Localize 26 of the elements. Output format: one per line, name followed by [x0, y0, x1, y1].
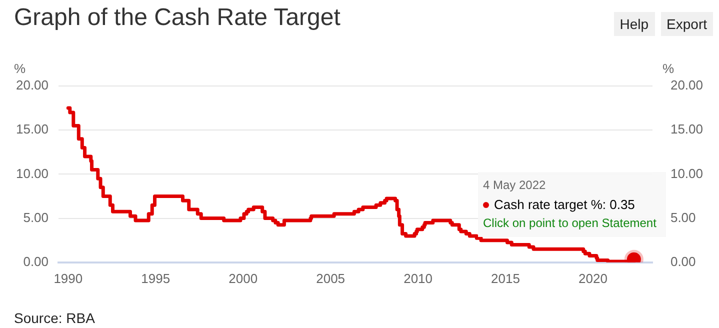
annotation: Click on point to open Statement — [483, 215, 658, 232]
y2-tick-label: 20.00 — [670, 78, 704, 93]
y2-tick-label: 5.00 — [670, 210, 696, 225]
x-tick-label: 2015 — [491, 270, 520, 286]
y2-tick-label: 15.00 — [670, 122, 704, 137]
y-tick-label: 0.00 — [23, 254, 49, 269]
annotation: 4 May 2022 — [483, 177, 547, 194]
annotation: Cash rate target %: 0.35 — [493, 196, 636, 214]
y2-tick-label: 10.00 — [670, 166, 704, 181]
text: Export — [660, 12, 713, 36]
x-tick-label: 2000 — [228, 270, 258, 286]
x-tick-label: 1990 — [54, 270, 83, 286]
y-tick-label: 20.00 — [16, 78, 49, 93]
y-tick-label: 15.00 — [16, 122, 49, 137]
x-tick-label: 2005 — [316, 270, 346, 286]
y-tick-label: 5.00 — [23, 210, 49, 225]
x-tick-label: 1995 — [141, 270, 170, 286]
y-axis-title: % — [14, 61, 26, 76]
x-tick-label: 2010 — [404, 270, 433, 286]
chart-title: Graph of the Cash Rate Target — [14, 4, 340, 32]
source-note: Source: RBA — [14, 310, 95, 326]
y-tick-label: 10.00 — [16, 166, 49, 181]
y2-axis-title: % — [662, 61, 674, 76]
text: Help — [614, 12, 655, 36]
x-tick-label: 2020 — [578, 270, 608, 286]
y2-tick-label: 0.00 — [670, 254, 696, 269]
